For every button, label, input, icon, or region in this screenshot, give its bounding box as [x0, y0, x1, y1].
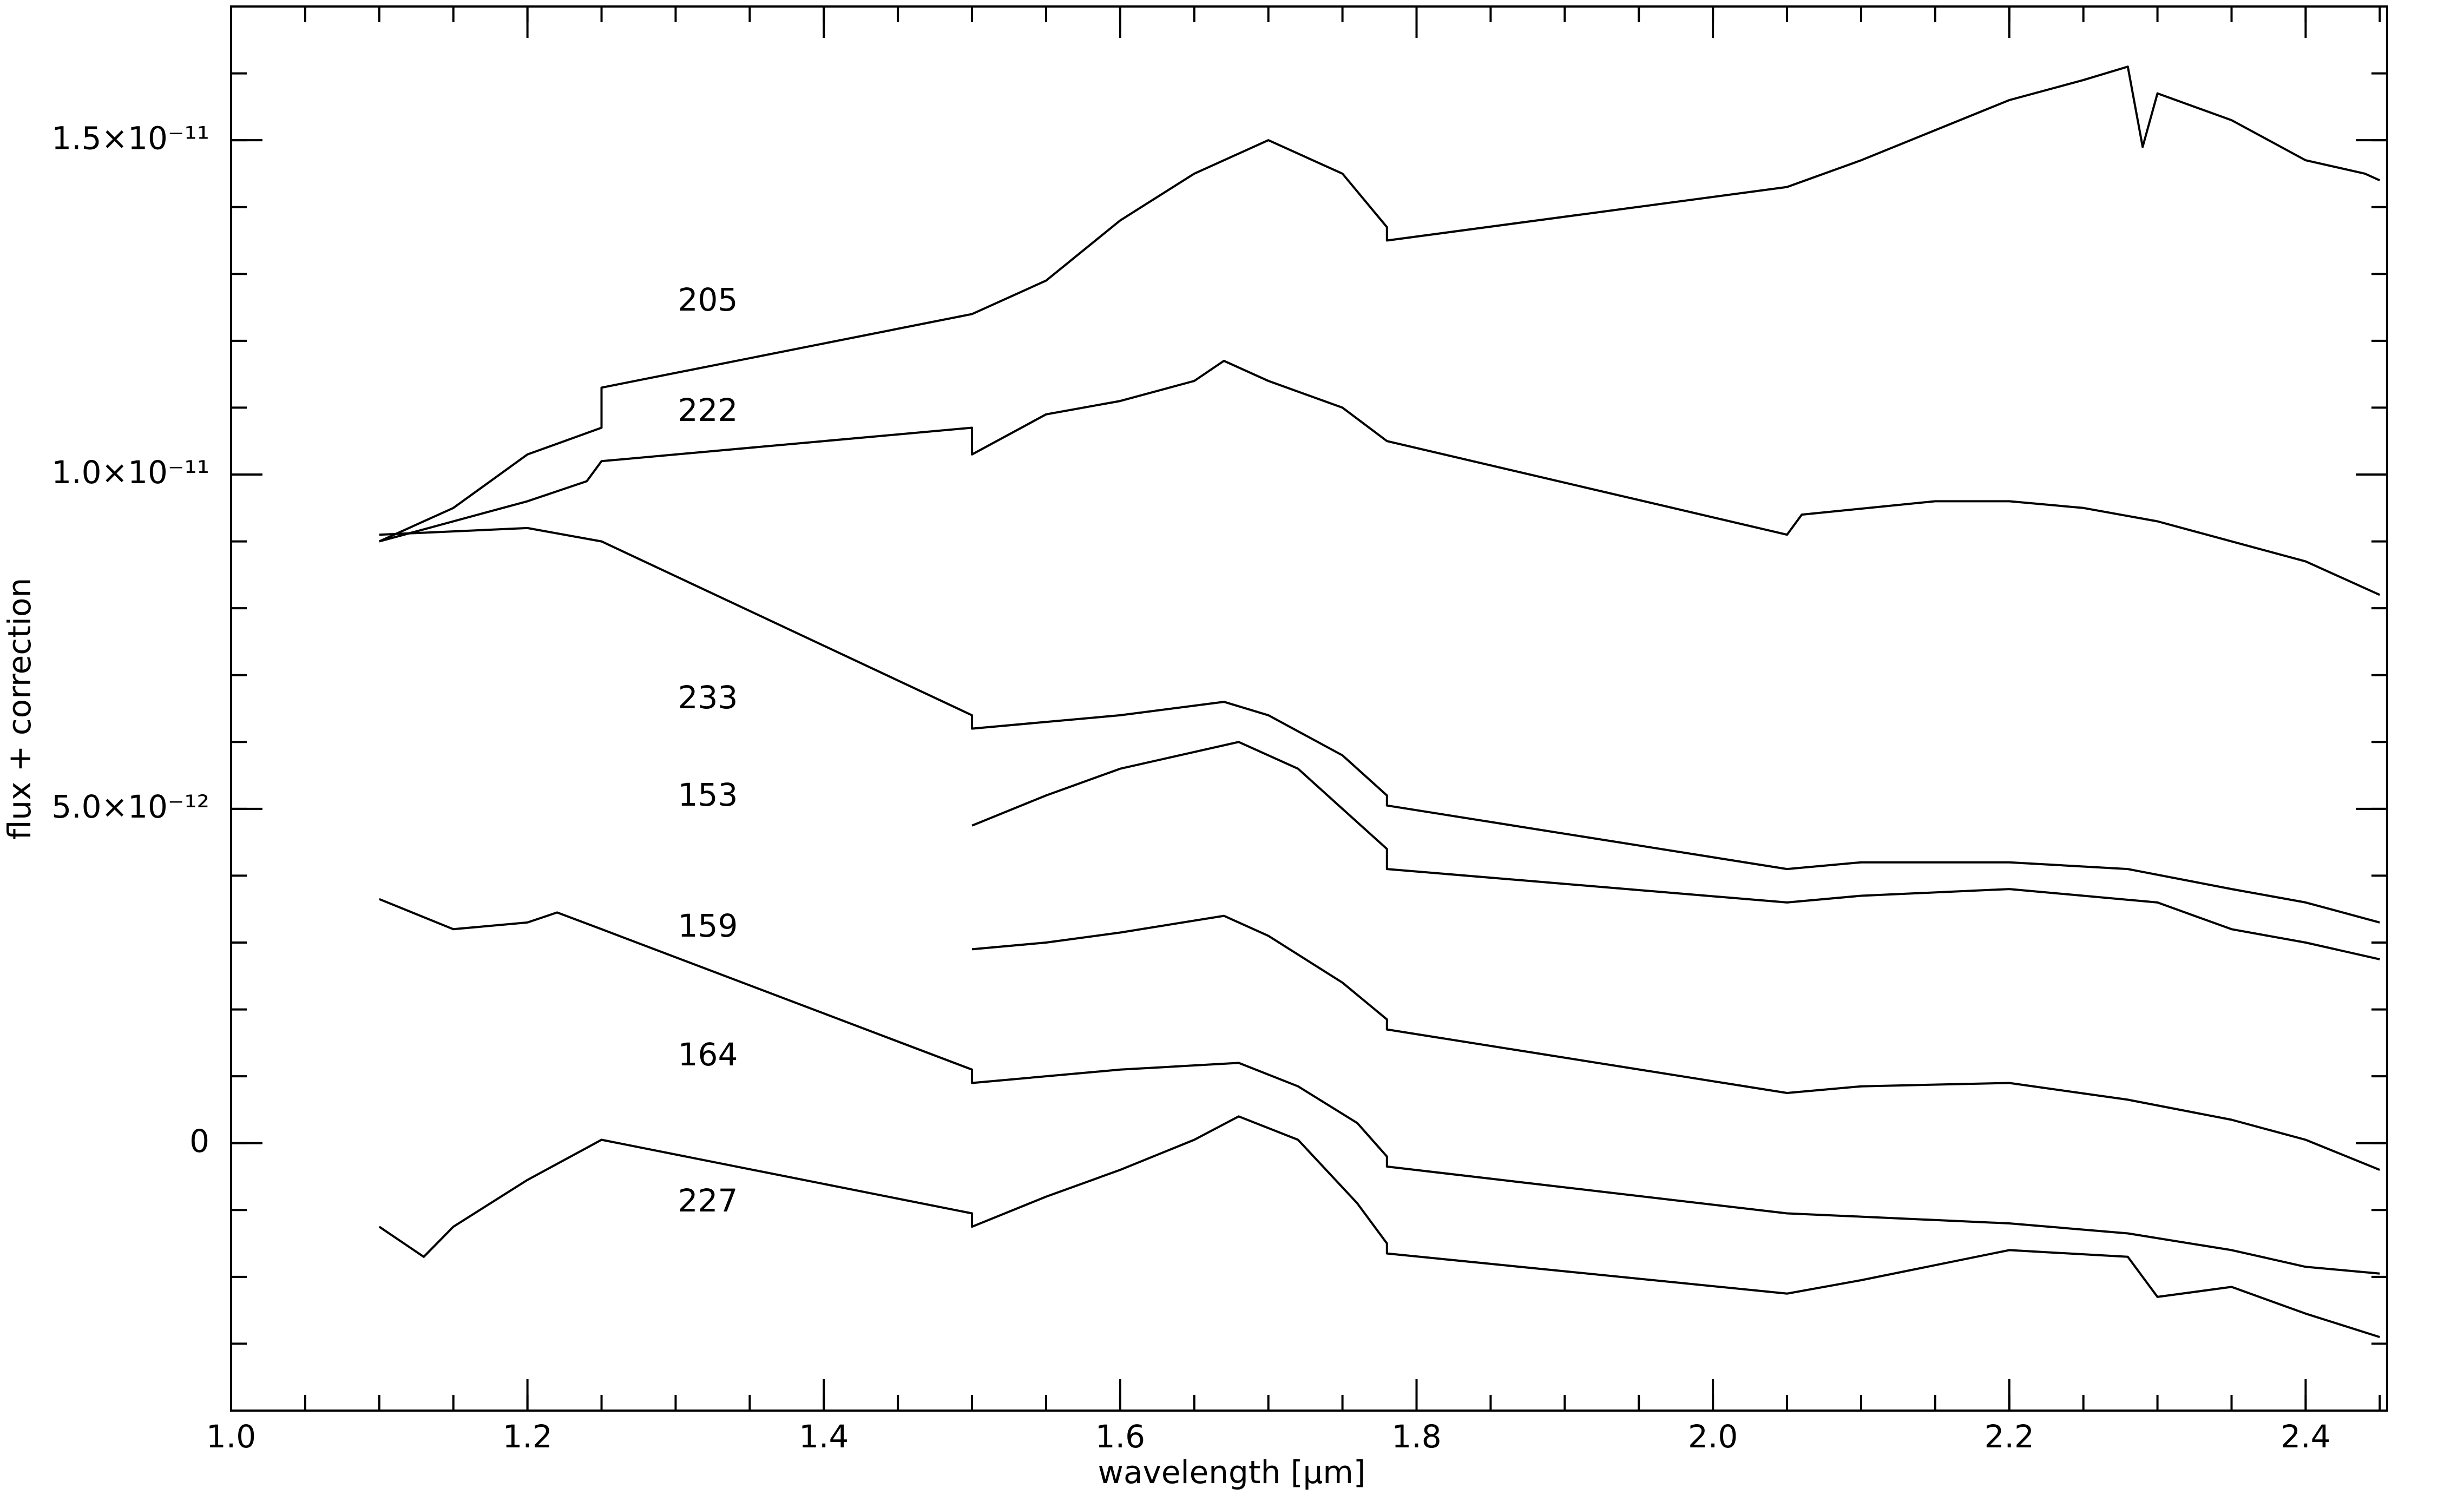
x-tick-label: 2.4: [2281, 1418, 2330, 1455]
y-tick-label: 5.0×10⁻¹²: [51, 788, 209, 825]
x-tick-label: 2.0: [1688, 1418, 1738, 1455]
x-axis-label: wavelength [μm]: [1098, 1454, 1366, 1491]
plot-frame: [230, 5, 2388, 1412]
x-tick-label: 1.6: [1095, 1418, 1145, 1455]
x-tick-label: 1.8: [1391, 1418, 1441, 1455]
spectrum-line: [379, 898, 2380, 1275]
spectrum-line: [378, 1115, 2380, 1339]
series-annotation: 233: [678, 679, 738, 716]
spectrum-line: [379, 359, 2381, 596]
series-annotation: 222: [678, 392, 738, 429]
series-annotation: 227: [678, 1182, 738, 1219]
series-annotation: 153: [678, 776, 738, 813]
series-annotation: 159: [678, 907, 738, 944]
series-annotation: 164: [678, 1036, 738, 1073]
series-annotation: 205: [678, 281, 738, 318]
y-axis-label: flux + correction: [1, 578, 38, 840]
spectrum-line: [971, 741, 2380, 960]
spectrum-line: [379, 526, 2380, 924]
x-tick-label: 1.2: [503, 1418, 553, 1455]
x-tick-label: 1.0: [206, 1418, 256, 1455]
y-tick-label: 1.0×10⁻¹¹: [51, 454, 209, 491]
x-tick-label: 2.2: [1985, 1418, 2034, 1455]
y-tick-label: 1.5×10⁻¹¹: [51, 120, 209, 156]
x-tick-label: 1.4: [799, 1418, 849, 1455]
y-tick-label: 0: [189, 1123, 209, 1160]
spectrum-line: [971, 914, 2381, 1171]
spectrum-line: [378, 65, 2381, 543]
